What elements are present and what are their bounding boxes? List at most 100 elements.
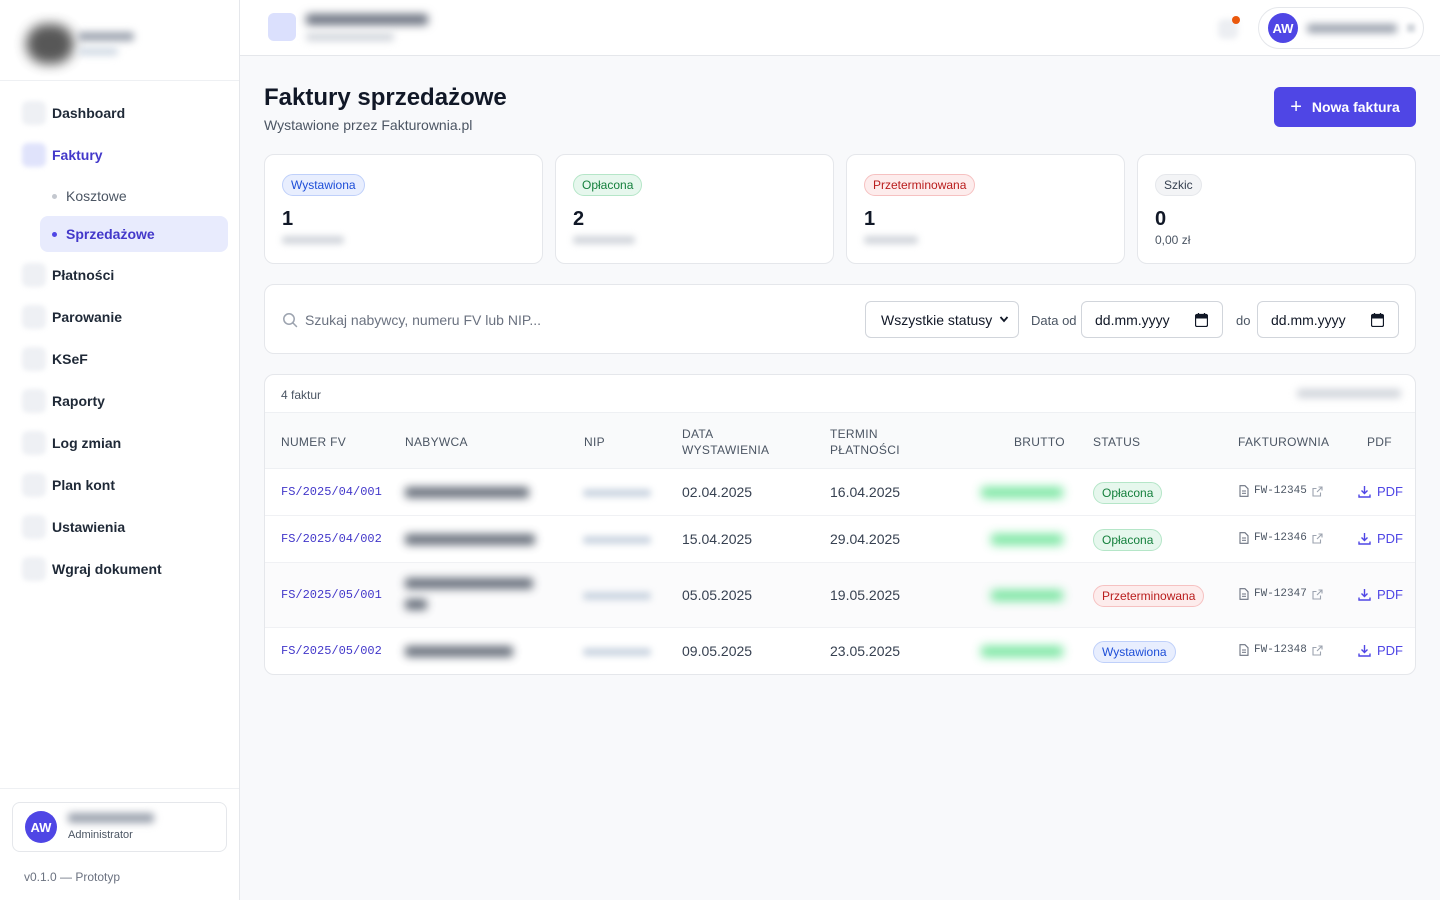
stat-amount-redacted [282, 236, 344, 244]
status-badge: Opłacona [1093, 482, 1163, 504]
calendar-icon[interactable] [1195, 313, 1208, 327]
sidebar-item-platnosci[interactable]: Płatności [12, 254, 228, 296]
sidebar-item-ustawienia[interactable]: Ustawienia [12, 506, 228, 548]
calendar-icon[interactable] [1371, 313, 1384, 327]
status-badge: Opłacona [573, 174, 643, 196]
status-badge: Wystawiona [1093, 641, 1176, 663]
external-link-icon [1312, 644, 1323, 656]
stat-card-przeterminowana[interactable]: Przeterminowana 1 [846, 154, 1125, 264]
avatar: AW [25, 811, 57, 843]
th-termin-platnosci: TERMIN PŁATNOŚCI [830, 426, 900, 458]
th-numer: NUMER FV [281, 435, 347, 449]
fakturownia-link[interactable]: FW-12345 [1239, 485, 1323, 497]
stat-card-szkic[interactable]: Szkic 0 0,00 zł [1137, 154, 1416, 264]
date-from-label: Data od [1031, 313, 1077, 328]
gross-amount-redacted [991, 590, 1063, 601]
table-row[interactable]: FS/2025/04/001 02.04.2025 16.04.2025 Opł… [265, 469, 1415, 516]
pdf-download-button[interactable]: PDF [1358, 484, 1403, 499]
sidebar-item-raporty[interactable]: Raporty [12, 380, 228, 422]
status-badge: Szkic [1155, 174, 1202, 196]
new-invoice-button[interactable]: + Nowa faktura [1274, 87, 1416, 127]
notification-dot [1232, 16, 1240, 24]
invoice-number-link[interactable]: FS/2025/04/002 [281, 532, 382, 546]
document-icon [1239, 644, 1249, 656]
download-icon [1358, 486, 1371, 498]
sidebar-item-log-zmian[interactable]: Log zmian [12, 422, 228, 464]
user-menu-button[interactable]: AW [1258, 7, 1424, 49]
issue-date: 09.05.2025 [682, 643, 753, 659]
download-icon [1358, 589, 1371, 601]
status-badge: Opłacona [1093, 529, 1163, 551]
pdf-download-button[interactable]: PDF [1358, 531, 1403, 546]
user-name-redacted [68, 813, 154, 823]
invoice-number-link[interactable]: FS/2025/05/001 [281, 588, 382, 602]
sidebar-item-plan-kont[interactable]: Plan kont [12, 464, 228, 506]
pdf-download-button[interactable]: PDF [1358, 643, 1403, 658]
date-to-field[interactable]: dd.mm.yyyy [1257, 301, 1399, 338]
date-from-value: dd.mm.yyyy [1095, 311, 1170, 328]
company-nip-redacted [306, 33, 394, 41]
document-icon [1239, 485, 1249, 497]
reports-icon [22, 389, 46, 413]
issue-date: 05.05.2025 [682, 587, 753, 603]
app-version: v0.1.0 — Prototyp [24, 870, 121, 884]
pdf-label: PDF [1377, 587, 1403, 602]
topbar: AW [240, 0, 1440, 56]
fakturownia-link[interactable]: FW-12346 [1239, 532, 1323, 544]
fakturownia-link[interactable]: FW-12348 [1239, 644, 1323, 656]
pdf-download-button[interactable]: PDF [1358, 587, 1403, 602]
sidebar-item-ksef[interactable]: KSeF [12, 338, 228, 380]
sidebar-subitem-sprzedazowe[interactable]: Sprzedażowe [40, 216, 228, 252]
th-data-wystawienia: DATA WYSTAWIENIA [682, 426, 769, 458]
sidebar-subitem-kosztowe[interactable]: Kosztowe [40, 178, 228, 214]
table-row[interactable]: FS/2025/05/002 09.05.2025 23.05.2025 Wys… [265, 628, 1415, 674]
user-card[interactable]: AW Administrator [12, 802, 227, 852]
date-from-field[interactable]: dd.mm.yyyy [1081, 301, 1223, 338]
external-link-icon [1312, 588, 1323, 600]
stat-amount: 0,00 zł [1155, 233, 1191, 247]
sidebar-item-label: Raporty [52, 393, 105, 409]
sidebar-item-dashboard[interactable]: Dashboard [12, 92, 228, 134]
table-row[interactable]: FS/2025/05/001 05.05.2025 19.05.2025 Prz… [265, 563, 1415, 628]
stat-card-oplacona[interactable]: Opłacona 2 [555, 154, 834, 264]
due-date: 29.04.2025 [830, 531, 901, 547]
table-row[interactable]: FS/2025/04/002 15.04.2025 29.04.2025 Opł… [265, 516, 1415, 563]
gross-amount-redacted [981, 487, 1063, 498]
fakturownia-id: FW-12346 [1254, 532, 1307, 544]
gear-icon [22, 515, 46, 539]
ledger-icon [22, 473, 46, 497]
issue-date: 02.04.2025 [682, 484, 753, 500]
sidebar-item-wgraj-dokument[interactable]: Wgraj dokument [12, 548, 228, 590]
fakturownia-link[interactable]: FW-12347 [1239, 588, 1323, 600]
sidebar-item-label: Plan kont [52, 477, 116, 493]
sidebar-item-faktury[interactable]: Faktury [12, 134, 228, 176]
document-icon [1239, 532, 1249, 544]
table-summary-redacted [1297, 389, 1401, 398]
invoice-number-link[interactable]: FS/2025/05/002 [281, 644, 382, 658]
th-brutto: BRUTTO [1014, 435, 1065, 449]
stat-count: 2 [573, 208, 585, 230]
due-date: 16.04.2025 [830, 484, 901, 500]
invoice-number-link[interactable]: FS/2025/04/001 [281, 485, 382, 499]
user-name-redacted [1307, 24, 1397, 33]
invoice-count: 4 faktur [281, 388, 322, 402]
invoices-icon [22, 143, 46, 167]
due-date: 23.05.2025 [830, 643, 901, 659]
th-pdf: PDF [1367, 435, 1392, 449]
user-role: Administrator [68, 829, 133, 841]
sidebar-item-label: Log zmian [52, 435, 122, 451]
th-fakturownia: FAKTUROWNIA [1238, 435, 1330, 449]
stat-card-wystawiona[interactable]: Wystawiona 1 [264, 154, 543, 264]
filter-bar: Wszystkie statusy Data od dd.mm.yyyy do … [264, 284, 1416, 354]
notifications-button[interactable] [1214, 14, 1242, 42]
nip-redacted [583, 536, 651, 544]
th-nabywca: NABYWCA [405, 435, 468, 449]
status-select[interactable]: Wszystkie statusy [865, 301, 1019, 338]
th-line: TERMIN [830, 427, 878, 441]
buyer-name-redacted [405, 487, 529, 498]
sidebar-item-label: Faktury [52, 147, 103, 163]
sidebar-item-parowanie[interactable]: Parowanie [12, 296, 228, 338]
pdf-label: PDF [1377, 531, 1403, 546]
payments-icon [22, 263, 46, 287]
search-input[interactable] [305, 307, 805, 333]
